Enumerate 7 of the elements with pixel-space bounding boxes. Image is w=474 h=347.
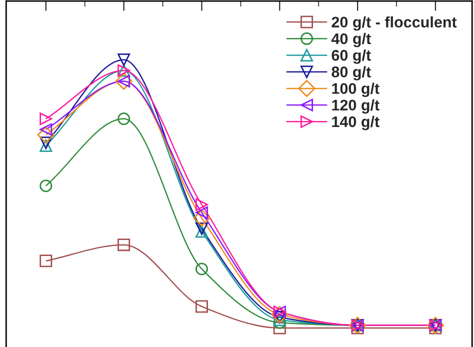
legend-label: 100 g/t — [332, 82, 380, 98]
legend-label: 140 g/t — [332, 116, 380, 130]
legend-label: 60 g/t — [332, 50, 371, 64]
legend-label: 20 g/t - flocculent — [332, 16, 457, 31]
legend-label: 80 g/t — [332, 66, 371, 80]
legend-label: 40 g/t — [331, 32, 371, 48]
legend-label: 120 g/t — [332, 99, 380, 114]
